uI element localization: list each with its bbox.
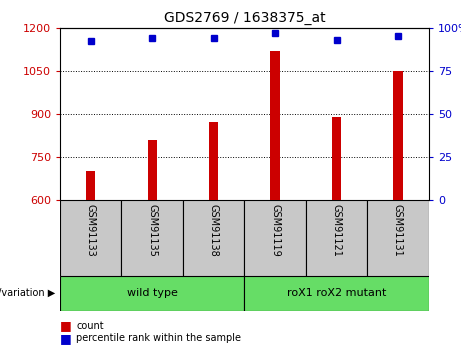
Text: count: count	[76, 321, 104, 331]
Text: GSM91135: GSM91135	[147, 204, 157, 257]
Bar	[60, 276, 244, 310]
Text: GSM91138: GSM91138	[208, 204, 219, 257]
Text: GSM91131: GSM91131	[393, 204, 403, 257]
Bar	[121, 200, 183, 276]
Bar	[183, 200, 244, 276]
Bar	[271, 51, 280, 200]
Bar	[86, 171, 95, 200]
Bar	[244, 200, 306, 276]
Text: wild type: wild type	[127, 288, 177, 298]
Bar	[244, 276, 429, 310]
Bar	[332, 117, 341, 200]
Text: GSM91133: GSM91133	[86, 204, 96, 257]
Text: ■: ■	[60, 319, 71, 333]
Bar	[209, 122, 218, 200]
Bar	[60, 200, 121, 276]
Bar	[367, 200, 429, 276]
Text: genotype/variation ▶: genotype/variation ▶	[0, 288, 55, 298]
Bar	[393, 71, 402, 200]
Title: GDS2769 / 1638375_at: GDS2769 / 1638375_at	[164, 11, 325, 25]
Text: percentile rank within the sample: percentile rank within the sample	[76, 333, 241, 343]
Text: GSM91119: GSM91119	[270, 204, 280, 257]
Bar	[148, 140, 157, 200]
Text: GSM91121: GSM91121	[331, 204, 342, 257]
Text: roX1 roX2 mutant: roX1 roX2 mutant	[287, 288, 386, 298]
Bar	[306, 200, 367, 276]
Text: ■: ■	[60, 332, 71, 345]
